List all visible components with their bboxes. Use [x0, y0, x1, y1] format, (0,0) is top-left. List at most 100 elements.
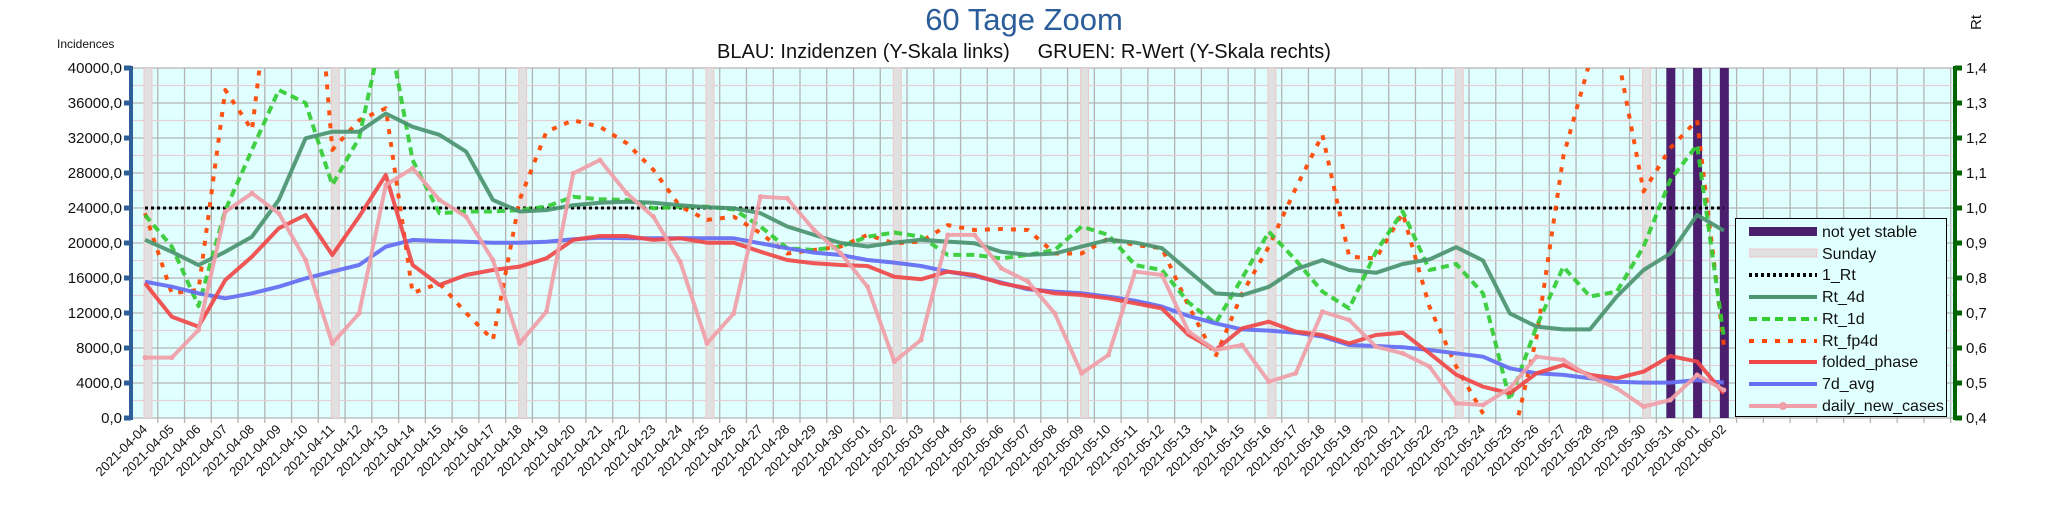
legend-swatch-icon	[1749, 381, 1817, 386]
daily-new-cases-point	[142, 355, 148, 361]
y-tick-left	[124, 345, 131, 351]
legend-item-rt-4d: Rt_4d	[1736, 287, 1946, 309]
not-yet-stable-bar	[1719, 68, 1729, 418]
daily-new-cases-point	[972, 232, 978, 238]
daily-new-cases-point	[249, 190, 255, 196]
daily-new-cases-point	[784, 195, 790, 201]
daily-new-cases-point	[1507, 385, 1513, 391]
daily-new-cases-point	[1641, 404, 1647, 410]
y-tick-label-left: 28000,0	[68, 165, 122, 182]
daily-new-cases-point	[276, 210, 282, 216]
series-line-rt-1d	[143, 68, 1726, 403]
daily-new-cases-point	[1534, 354, 1540, 360]
legend-item-7d-avg: 7d_avg	[1736, 374, 1946, 396]
y-tick-label-right: 0,7	[1966, 305, 1987, 322]
y-tick-label-right: 0,6	[1966, 340, 1987, 357]
daily-new-cases-point	[1426, 364, 1432, 370]
daily-new-cases-point	[704, 340, 710, 346]
y-tick-right	[1955, 275, 1962, 281]
y-tick-left	[124, 205, 131, 211]
y-tick-right	[1955, 380, 1962, 386]
y-tick-label-right: 1,1	[1966, 165, 1987, 182]
daily-new-cases-point	[570, 170, 576, 176]
daily-new-cases-point	[410, 165, 416, 171]
y-tick-right	[1955, 345, 1962, 351]
daily-new-cases-point	[731, 310, 737, 316]
y-tick-left	[124, 100, 131, 106]
daily-new-cases-point	[1721, 387, 1727, 393]
daily-new-cases-point	[383, 182, 389, 188]
y-tick-right	[1955, 170, 1962, 176]
daily-new-cases-point	[1373, 344, 1379, 350]
daily-new-cases-point	[998, 265, 1004, 271]
y-tick-right	[1955, 415, 1962, 421]
legend-item-rt-fp4d: Rt_fp4d	[1736, 331, 1946, 353]
legend: not yet stable Sunday 1_Rt Rt_4d Rt_1d Rt_fp4…	[1735, 218, 1947, 417]
legend-swatch-icon	[1749, 273, 1817, 278]
legend-item-rt-1d: Rt_1d	[1736, 309, 1946, 331]
y-tick-left	[124, 135, 131, 141]
legend-label: folded_phase	[1822, 354, 1919, 372]
y-tick-label-right: 1,2	[1966, 130, 1987, 147]
daily-new-cases-point	[1212, 347, 1218, 353]
legend-swatch-icon	[1749, 401, 1817, 410]
y-axis-left-label: Incidences	[57, 37, 115, 51]
daily-new-cases-point	[865, 284, 871, 290]
y-tick-left	[124, 310, 131, 316]
legend-item-1-rt: 1_Rt	[1736, 265, 1946, 287]
y-tick-label-left: 16000,0	[68, 270, 122, 287]
daily-new-cases-point	[356, 310, 362, 316]
legend-swatch-icon	[1749, 360, 1817, 365]
sunday-bar	[1454, 68, 1464, 418]
series-lines	[142, 68, 1727, 418]
legend-item-sunday: Sunday	[1736, 244, 1946, 266]
daily-new-cases-point	[838, 250, 844, 256]
y-tick-right	[1955, 135, 1962, 141]
daily-new-cases-point	[463, 214, 469, 220]
daily-new-cases-point	[222, 209, 228, 215]
y-tick-right	[1955, 205, 1962, 211]
y-tick-label-left: 0,0	[101, 410, 122, 427]
legend-label: not yet stable	[1822, 224, 1918, 241]
legend-swatch-icon	[1749, 316, 1817, 321]
daily-new-cases-point	[1186, 329, 1192, 335]
daily-new-cases-point	[650, 214, 656, 220]
chart-title: 60 Tage Zoom	[925, 2, 1123, 37]
legend-swatch-icon	[1749, 227, 1817, 236]
legend-label: Rt_fp4d	[1822, 332, 1879, 350]
y-tick-label-right: 1,4	[1966, 60, 1987, 77]
daily-new-cases-point	[1319, 309, 1325, 315]
not-yet-stable-bar	[1693, 68, 1703, 418]
legend-label: 7d_avg	[1822, 375, 1875, 393]
daily-new-cases-point	[1025, 279, 1031, 285]
y-tick-label-left: 20000,0	[68, 235, 122, 252]
daily-new-cases-point	[1346, 317, 1352, 323]
series-line-7d-avg	[144, 235, 1724, 385]
daily-new-cases-point	[1105, 352, 1111, 358]
tick-labels: 0,0 4000,0 8000,0 12000,0 16000,0 20000,0 2400…	[68, 60, 1987, 479]
daily-new-cases-point	[1587, 374, 1593, 380]
axes	[124, 65, 1962, 421]
legend-swatch-icon	[1749, 295, 1817, 300]
daily-new-cases-point	[677, 259, 683, 265]
daily-new-cases-point	[1293, 370, 1299, 376]
y-tick-label-right: 1,3	[1966, 95, 1987, 112]
not-yet-stable-bar	[1666, 68, 1676, 418]
y-tick-right	[1955, 240, 1962, 246]
y-tick-label-left: 12000,0	[68, 305, 122, 322]
y-tick-label-right: 0,9	[1966, 235, 1987, 252]
y-tick-left	[124, 65, 131, 71]
daily-new-cases-point	[1159, 272, 1165, 278]
daily-new-cases-point	[329, 340, 335, 346]
legend-label: Sunday	[1822, 245, 1877, 263]
chart-subtitle: BLAU: Inzidenzen (Y-Skala links) GRUEN: …	[717, 41, 1331, 63]
daily-new-cases-point	[1132, 269, 1138, 275]
legend-label: daily_new_cases	[1822, 397, 1944, 415]
legend-label: Rt_1d	[1822, 310, 1865, 328]
y-tick-left	[124, 275, 131, 281]
daily-new-cases-point	[1052, 310, 1058, 316]
daily-new-cases-point	[1667, 397, 1673, 403]
daily-new-cases-point	[1480, 402, 1486, 408]
y-tick-left	[124, 170, 131, 176]
daily-new-cases-point	[757, 194, 763, 200]
